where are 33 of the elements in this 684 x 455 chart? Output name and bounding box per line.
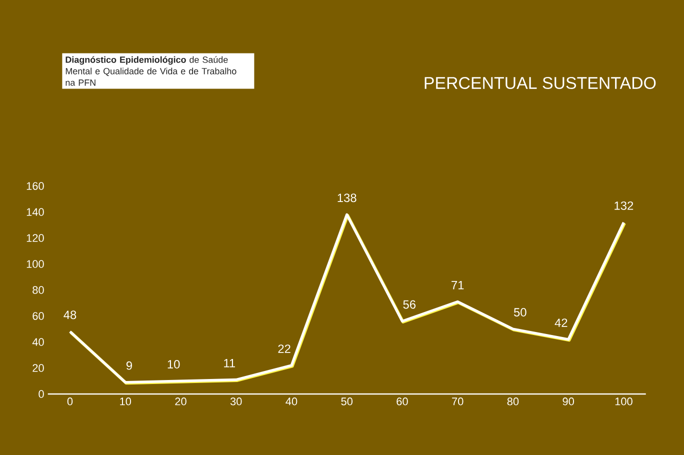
x-tick-label: 50 (341, 398, 353, 406)
y-tick-label: 140 (26, 208, 44, 216)
data-label: 9 (126, 361, 132, 370)
y-tick-label: 20 (32, 364, 44, 372)
data-label: 11 (224, 358, 235, 368)
x-tick-label: 40 (286, 398, 298, 406)
x-tick-label: 90 (562, 398, 574, 406)
data-label: 42 (554, 318, 568, 327)
data-label: 50 (514, 308, 526, 317)
x-tick-label: 30 (230, 398, 242, 406)
x-tick-label: 20 (175, 398, 186, 406)
data-label: 48 (64, 310, 76, 320)
y-tick-label: 120 (26, 234, 44, 242)
y-tick-label: 0 (38, 390, 44, 398)
y-tick-label: 160 (26, 182, 44, 190)
y-tick-label: 40 (32, 338, 44, 346)
y-tick-label: 80 (32, 286, 44, 294)
data-label: 138 (338, 194, 356, 202)
data-label: 10 (168, 360, 180, 369)
y-tick-label: 60 (32, 312, 44, 320)
data-label: 56 (403, 300, 416, 309)
x-tick-label: 0 (67, 398, 73, 406)
x-tick-label: 10 (120, 398, 132, 406)
data-label: 22 (278, 344, 290, 353)
data-label: 132 (614, 201, 634, 210)
x-tick-label: 100 (615, 398, 632, 406)
y-tick-label: 100 (26, 260, 44, 268)
x-tick-label: 80 (507, 398, 519, 406)
chart-title: PERCENTUAL SUSTENTADO (424, 76, 656, 89)
data-label: 71 (452, 280, 464, 290)
x-tick-label: 60 (396, 398, 408, 406)
x-tick-label: 70 (452, 398, 464, 406)
chart-subtitle: Diagnóstico Epidemiológico de Saúde Mental e Qualidade de Vida e de Trabalho na PFN (66, 56, 236, 86)
